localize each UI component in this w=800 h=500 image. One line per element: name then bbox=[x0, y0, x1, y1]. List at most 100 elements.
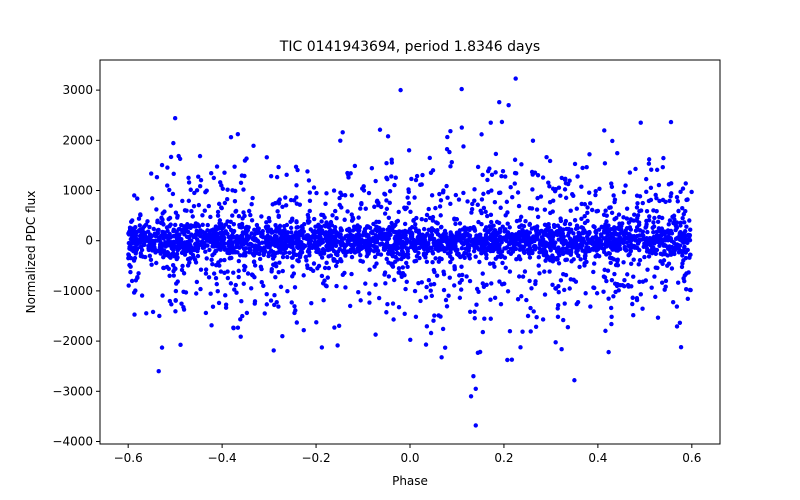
data-point bbox=[514, 257, 519, 262]
data-point bbox=[205, 228, 210, 233]
data-point bbox=[461, 144, 466, 149]
data-point bbox=[298, 253, 303, 258]
data-point bbox=[603, 208, 608, 213]
data-point bbox=[345, 239, 350, 245]
data-point bbox=[507, 269, 513, 274]
data-point bbox=[634, 245, 639, 250]
data-point bbox=[679, 264, 685, 270]
data-point bbox=[333, 208, 338, 214]
data-point bbox=[165, 183, 170, 188]
data-point bbox=[276, 213, 281, 219]
data-point bbox=[186, 198, 192, 204]
data-point bbox=[173, 210, 179, 215]
data-point bbox=[634, 205, 640, 210]
data-point bbox=[640, 200, 645, 206]
data-point bbox=[145, 219, 150, 224]
data-point-outlier bbox=[473, 423, 478, 428]
data-point bbox=[472, 309, 477, 314]
data-point bbox=[332, 325, 337, 330]
data-point bbox=[608, 260, 613, 266]
data-point bbox=[289, 218, 295, 223]
data-point bbox=[335, 343, 340, 348]
data-point bbox=[405, 195, 410, 200]
data-point bbox=[373, 332, 378, 337]
data-point bbox=[519, 230, 525, 236]
data-point bbox=[391, 250, 396, 256]
data-point bbox=[601, 274, 607, 279]
data-point bbox=[557, 253, 562, 258]
data-point bbox=[307, 198, 313, 204]
data-point bbox=[543, 240, 548, 245]
data-point bbox=[603, 328, 608, 334]
data-point bbox=[308, 227, 313, 232]
data-point bbox=[445, 134, 450, 140]
data-point bbox=[584, 245, 589, 250]
data-point bbox=[419, 241, 424, 247]
data-point bbox=[392, 182, 397, 188]
data-point bbox=[636, 262, 641, 267]
data-point bbox=[230, 240, 236, 245]
data-point bbox=[467, 234, 472, 240]
data-point bbox=[151, 226, 156, 232]
data-point bbox=[138, 244, 143, 250]
data-point bbox=[385, 302, 390, 307]
data-point bbox=[138, 213, 143, 218]
data-point bbox=[467, 278, 473, 284]
data-point bbox=[622, 244, 627, 250]
data-point bbox=[154, 175, 160, 180]
data-point bbox=[240, 216, 245, 221]
data-point bbox=[439, 224, 444, 230]
data-point bbox=[369, 166, 375, 171]
data-point bbox=[605, 268, 611, 273]
data-point bbox=[147, 224, 152, 230]
data-point bbox=[533, 228, 539, 233]
data-point bbox=[386, 215, 392, 220]
data-point bbox=[280, 254, 286, 260]
data-point bbox=[627, 170, 633, 175]
data-point bbox=[443, 297, 449, 303]
data-point bbox=[449, 160, 454, 165]
data-point bbox=[537, 250, 542, 255]
data-point bbox=[666, 235, 672, 240]
data-point bbox=[559, 240, 564, 245]
data-point bbox=[687, 232, 693, 238]
data-point bbox=[597, 186, 602, 191]
data-point bbox=[651, 208, 656, 213]
data-point bbox=[242, 230, 247, 236]
data-point bbox=[400, 265, 406, 270]
data-point bbox=[550, 259, 556, 264]
data-point-outlier bbox=[506, 102, 511, 108]
data-point bbox=[529, 169, 535, 175]
data-point bbox=[132, 312, 137, 317]
data-point bbox=[294, 201, 300, 206]
data-point bbox=[232, 287, 237, 292]
data-point bbox=[338, 138, 343, 143]
data-point bbox=[464, 274, 469, 279]
data-point bbox=[428, 170, 434, 176]
data-point bbox=[311, 261, 317, 266]
data-point bbox=[387, 228, 392, 233]
chart-title: TIC 0141943694, period 1.8346 days bbox=[279, 39, 540, 55]
data-point bbox=[621, 283, 627, 289]
data-point bbox=[611, 257, 617, 262]
data-point bbox=[277, 260, 282, 265]
data-point bbox=[258, 264, 264, 270]
data-point bbox=[499, 282, 505, 287]
data-point bbox=[524, 297, 529, 303]
data-point bbox=[400, 254, 405, 260]
data-point bbox=[234, 290, 239, 295]
data-point bbox=[165, 250, 170, 255]
data-point bbox=[558, 193, 563, 198]
data-point bbox=[343, 193, 348, 198]
data-point bbox=[385, 177, 390, 182]
x-tick-label: −0.2 bbox=[301, 451, 330, 465]
data-point bbox=[223, 222, 229, 227]
data-point bbox=[631, 312, 636, 318]
data-point bbox=[542, 247, 547, 252]
data-point bbox=[645, 267, 650, 272]
data-point bbox=[340, 240, 345, 246]
data-point bbox=[685, 197, 690, 202]
data-point bbox=[284, 222, 290, 228]
data-point bbox=[308, 236, 314, 241]
data-point bbox=[683, 181, 688, 186]
